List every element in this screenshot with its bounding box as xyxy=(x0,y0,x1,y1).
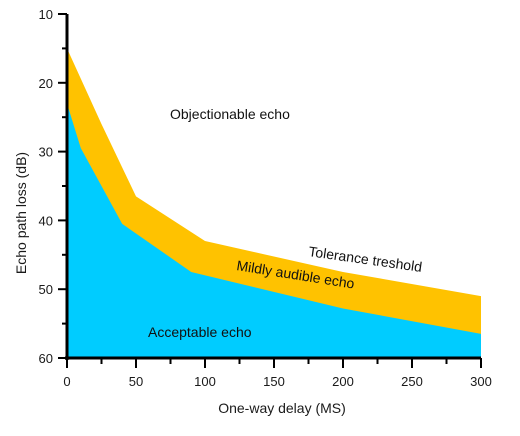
objectionable-echo-label: Objectionable echo xyxy=(170,106,290,122)
y-tick-label: 10 xyxy=(39,7,53,22)
chart-areas xyxy=(67,48,481,359)
x-tick-label: 150 xyxy=(263,374,285,389)
y-tick-label: 20 xyxy=(39,76,53,91)
x-tick-label: 100 xyxy=(194,374,216,389)
y-tick-label: 40 xyxy=(39,213,53,228)
x-tick-label: 0 xyxy=(63,374,70,389)
x-tick-label: 300 xyxy=(470,374,492,389)
x-tick-label: 50 xyxy=(129,374,143,389)
y-tick-label: 30 xyxy=(39,145,53,160)
x-axis-label: One-way delay (MS) xyxy=(218,400,346,416)
x-tick-label: 250 xyxy=(401,374,423,389)
chart-ticks: 10 20 30 40 50 60 0 50 100 150 200 250 300 xyxy=(39,7,492,389)
acceptable-echo-label: Acceptable echo xyxy=(148,324,252,340)
x-tick-label: 200 xyxy=(332,374,354,389)
y-tick-label: 50 xyxy=(39,282,53,297)
y-axis-label: Echo path loss (dB) xyxy=(13,152,29,274)
acceptable-area xyxy=(67,103,481,358)
y-tick-label: 60 xyxy=(39,351,53,366)
